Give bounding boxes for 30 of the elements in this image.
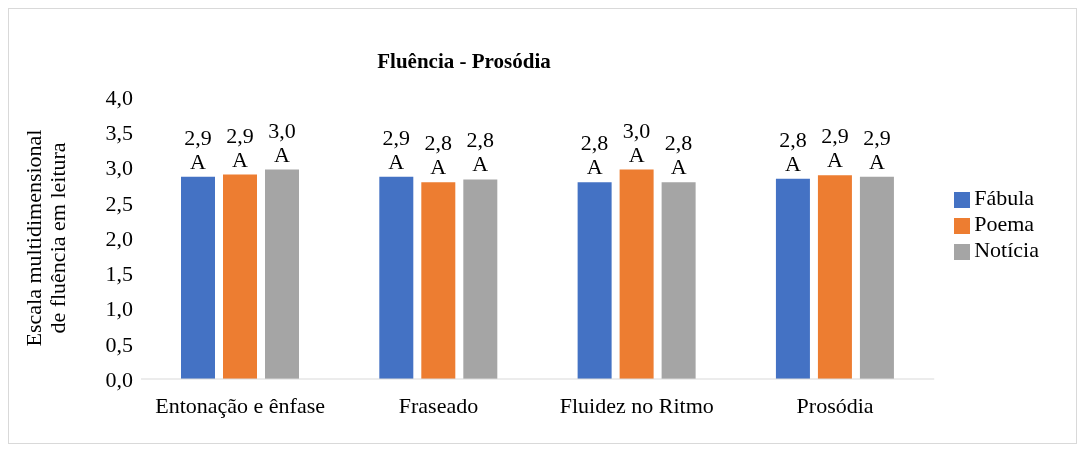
data-label: 3,0 A: [268, 117, 296, 167]
x-tick-label: Fraseado: [398, 392, 479, 418]
legend-label: Fábula: [974, 185, 1035, 210]
data-label: 2,8 A: [779, 126, 807, 176]
data-label: 2,8 A: [466, 127, 495, 177]
data-label: 2,8 A: [664, 130, 693, 180]
y-tick-label: 1,0: [105, 296, 133, 322]
y-tick-label: 2,5: [105, 190, 133, 216]
chart-title: Fluência - Prosódia: [376, 49, 552, 74]
legend-label: Poema: [974, 211, 1035, 236]
x-tick-label: Entonação e ênfase: [155, 392, 326, 418]
y-tick-label: 3,0: [105, 155, 133, 181]
data-label: 2,9 A: [184, 124, 212, 174]
legend-label: Notícia: [974, 237, 1039, 262]
data-label: 2,9 A: [863, 124, 891, 174]
y-tick-label: 0,5: [105, 331, 133, 357]
y-tick-label: 1,5: [105, 261, 133, 287]
y-tick-label: 2,0: [105, 225, 133, 251]
y-tick-label: 3,5: [105, 120, 133, 146]
x-tick-label: Prosódia: [796, 392, 874, 418]
data-label: 2,9 A: [226, 122, 254, 172]
data-label: 2,9 A: [382, 124, 411, 174]
data-label: 2,9 A: [821, 123, 849, 173]
y-axis-title: Escala multidimensional de fluência em leitura: [21, 129, 70, 347]
y-tick-label: 0,0: [105, 366, 133, 392]
y-tick-label: 4,0: [105, 84, 133, 110]
x-tick-label: Fluidez no Ritmo: [559, 392, 714, 418]
data-label: 3,0 A: [622, 117, 651, 167]
data-label: 2,8 A: [580, 130, 609, 180]
data-label: 2,8 A: [424, 130, 453, 180]
